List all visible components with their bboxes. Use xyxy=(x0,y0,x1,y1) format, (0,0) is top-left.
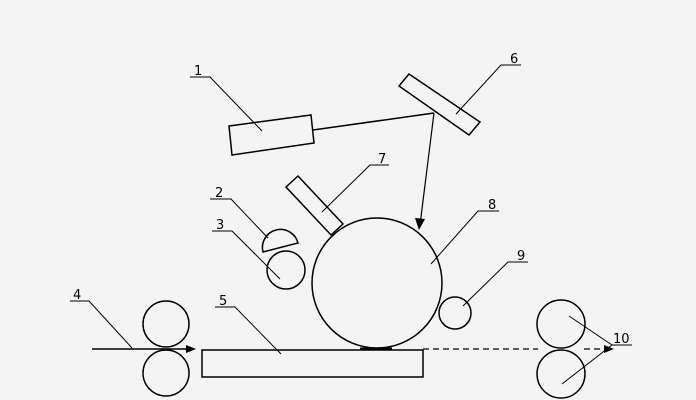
beam-arrowhead xyxy=(415,218,425,230)
leader-2 xyxy=(210,198,269,239)
leader-8 xyxy=(430,210,499,265)
label-3: 3 xyxy=(216,218,224,233)
light-beam-to-drum xyxy=(419,112,435,226)
leader-7 xyxy=(321,164,389,213)
label-4: 4 xyxy=(73,288,81,303)
developer-half-roller xyxy=(261,228,299,253)
leader-3 xyxy=(212,230,281,280)
label-1: 1 xyxy=(194,64,202,79)
paper-path-out-arrow xyxy=(604,345,614,353)
mirror xyxy=(397,72,482,137)
label-8: 8 xyxy=(488,198,496,213)
label-6: 6 xyxy=(510,52,518,67)
leader-10-b xyxy=(561,344,613,385)
leader-9 xyxy=(462,261,528,307)
photosensitive-drum xyxy=(311,217,443,349)
feed-roller-top xyxy=(142,300,190,348)
feed-roller-bottom xyxy=(142,349,190,397)
transfer-plate xyxy=(201,349,424,378)
leader-6 xyxy=(455,64,521,115)
label-5: 5 xyxy=(219,294,227,309)
label-10: 10 xyxy=(613,332,630,347)
charger xyxy=(284,174,345,237)
paper-path-in-arrow xyxy=(186,345,196,353)
label-7: 7 xyxy=(378,152,386,167)
leader-1 xyxy=(190,76,263,132)
label-9: 9 xyxy=(517,249,525,264)
exit-roller-bottom xyxy=(536,349,586,399)
label-2: 2 xyxy=(215,186,223,201)
laser-unit xyxy=(228,114,315,156)
toner-roller xyxy=(266,250,306,290)
leader-4 xyxy=(70,300,133,349)
light-beam-to-mirror xyxy=(312,112,435,131)
leader-5 xyxy=(215,306,282,355)
exit-roller-top xyxy=(536,299,586,349)
cleaning-roller xyxy=(438,296,472,330)
